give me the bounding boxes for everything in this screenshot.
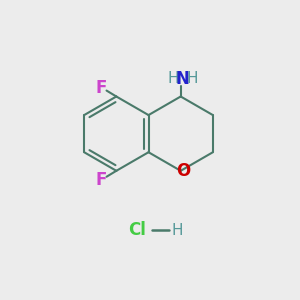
- Text: H: H: [186, 71, 198, 86]
- Text: N: N: [176, 70, 190, 88]
- Text: F: F: [96, 79, 107, 97]
- Text: Cl: Cl: [129, 221, 146, 239]
- Text: H: H: [167, 71, 179, 86]
- Text: H: H: [172, 223, 183, 238]
- Text: O: O: [176, 162, 190, 180]
- Text: F: F: [96, 171, 107, 189]
